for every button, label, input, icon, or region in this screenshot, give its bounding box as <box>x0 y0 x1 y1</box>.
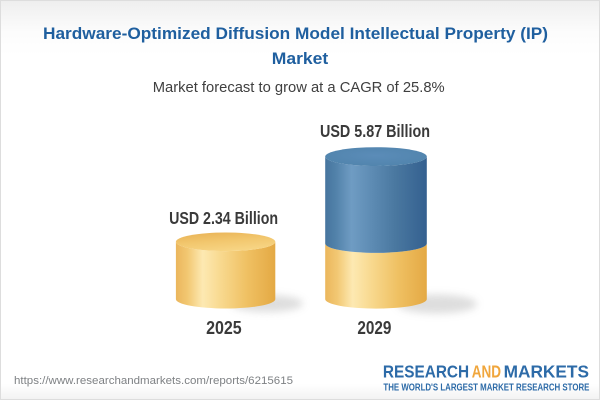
svg-text:2025: 2025 <box>206 317 242 338</box>
svg-text:AND: AND <box>472 362 501 382</box>
svg-text:2029: 2029 <box>357 317 391 338</box>
svg-text:Market: Market <box>272 49 329 68</box>
svg-text:Hardware-Optimized Diffusion M: Hardware-Optimized Diffusion Model Intel… <box>43 24 548 43</box>
svg-text:https://www.researchandmarkets: https://www.researchandmarkets.com/repor… <box>14 375 293 387</box>
svg-text:THE WORLD'S LARGEST MARKET RES: THE WORLD'S LARGEST MARKET RESEARCH STOR… <box>383 383 589 394</box>
svg-text:MARKETS: MARKETS <box>504 362 589 382</box>
svg-text:USD 5.87 Billion: USD 5.87 Billion <box>320 121 430 141</box>
svg-text:RESEARCH: RESEARCH <box>383 362 469 382</box>
svg-text:Market forecast to grow at a C: Market forecast to grow at a CAGR of 25.… <box>153 79 445 96</box>
svg-text:USD 2.34 Billion: USD 2.34 Billion <box>169 208 278 228</box>
